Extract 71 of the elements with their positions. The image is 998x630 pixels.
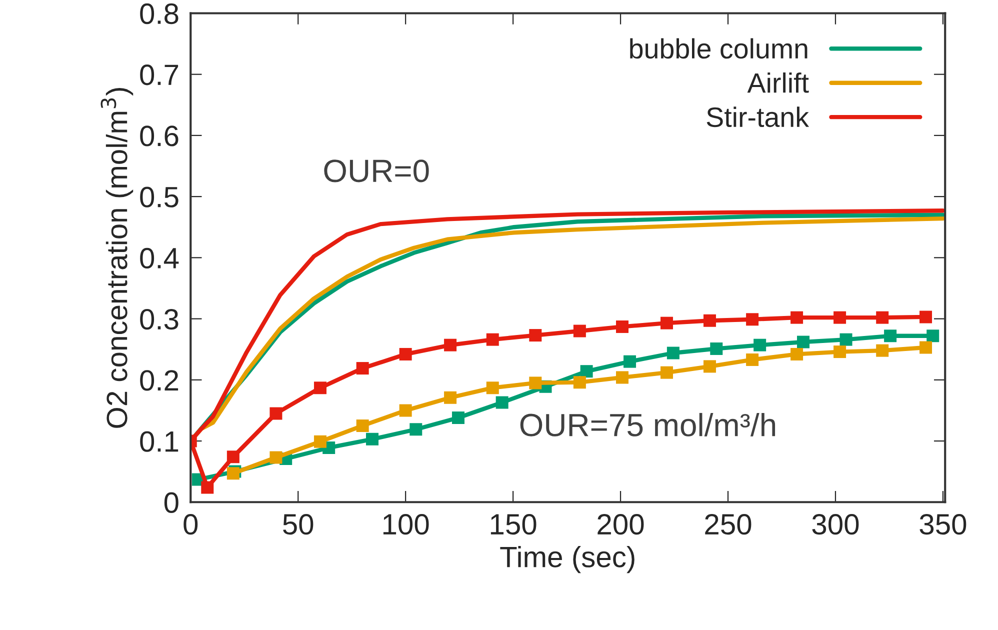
y-tick-label: 0.3 xyxy=(140,308,178,330)
legend-label: Stir-tank xyxy=(706,106,810,128)
x-tick-label: 300 xyxy=(812,514,859,535)
x-axis-title: Time (sec) xyxy=(500,546,634,574)
point xyxy=(876,344,889,357)
point xyxy=(444,338,457,352)
point xyxy=(486,382,499,394)
point xyxy=(270,451,282,464)
y-tick-label: 0.5 xyxy=(140,186,178,208)
point xyxy=(920,310,932,324)
point xyxy=(876,311,889,324)
y-tick-label: 0.8 xyxy=(140,3,178,24)
point xyxy=(314,382,326,394)
point xyxy=(616,371,628,384)
point xyxy=(444,391,457,404)
legend-label: bubble column xyxy=(630,38,808,59)
point xyxy=(486,333,499,346)
point xyxy=(790,311,804,324)
point xyxy=(746,353,759,366)
y-tick-label: 0.4 xyxy=(140,248,179,269)
point xyxy=(496,396,508,409)
point xyxy=(926,330,940,342)
point xyxy=(410,423,422,436)
point xyxy=(710,342,723,355)
x-tick-label: 0 xyxy=(184,514,198,535)
point xyxy=(754,338,766,352)
point xyxy=(840,333,852,346)
point xyxy=(399,404,412,417)
point xyxy=(573,324,586,338)
point xyxy=(616,320,628,333)
point xyxy=(356,419,369,432)
point xyxy=(746,313,759,326)
point xyxy=(920,341,932,354)
point xyxy=(796,336,810,348)
point xyxy=(529,329,542,342)
x-tick-label: 250 xyxy=(705,514,752,535)
annotation: OUR=75 mol/m³/h xyxy=(520,412,776,436)
y-tick-label: 0 xyxy=(164,492,178,513)
point xyxy=(573,376,586,389)
point xyxy=(580,365,593,378)
point xyxy=(356,362,369,375)
point xyxy=(452,412,464,424)
point xyxy=(201,481,214,494)
point xyxy=(703,360,716,373)
point xyxy=(660,366,673,379)
y-tick-label: 0.2 xyxy=(140,370,178,391)
point xyxy=(834,346,846,358)
x-tick-label: 50 xyxy=(283,514,314,535)
point xyxy=(270,407,282,420)
point xyxy=(314,435,326,448)
y-tick-label: 0.7 xyxy=(140,64,178,86)
point xyxy=(529,376,542,390)
point xyxy=(884,330,897,342)
point xyxy=(834,311,846,324)
annotation: OUR=0 xyxy=(324,160,429,182)
x-tick-label: 150 xyxy=(490,514,536,535)
legend-label: Airlift xyxy=(747,72,809,93)
y-tick-label: 0.6 xyxy=(140,126,178,146)
point xyxy=(624,355,636,368)
x-tick-label: 350 xyxy=(920,514,966,535)
point xyxy=(226,450,240,464)
point xyxy=(660,316,673,330)
point xyxy=(666,346,680,360)
point xyxy=(399,348,412,360)
point xyxy=(790,348,804,360)
point xyxy=(366,432,379,446)
y-axis-title: O2 concentration (mol/m$^{3}$) xyxy=(100,88,134,428)
x-tick-label: 100 xyxy=(383,514,429,535)
point xyxy=(703,314,716,327)
x-tick-label: 200 xyxy=(598,514,644,535)
y-tick-label: 0.1 xyxy=(140,431,178,452)
